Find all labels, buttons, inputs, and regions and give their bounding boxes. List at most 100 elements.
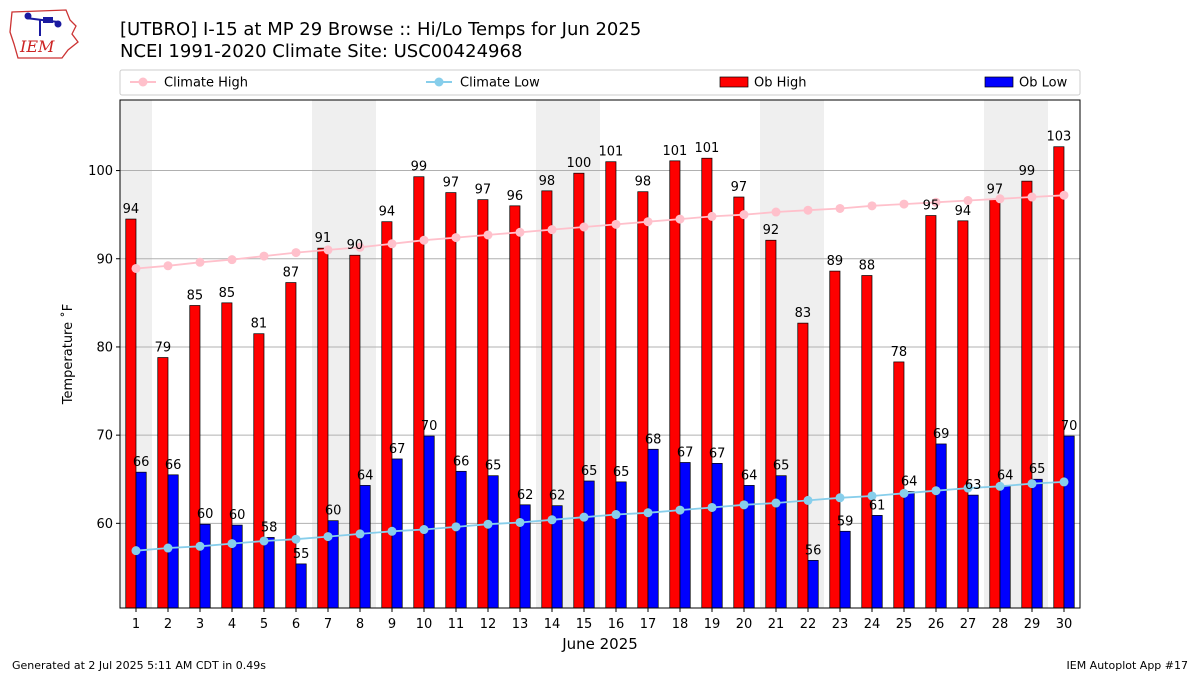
climate-high-point-day-11 — [451, 233, 461, 243]
low-label-day-16: 65 — [613, 465, 630, 480]
high-label-day-14: 98 — [539, 174, 556, 189]
climate-low-point-day-27 — [963, 483, 973, 493]
footer-app: IEM Autoplot App #17 — [1067, 659, 1189, 672]
climate-high-point-day-8 — [355, 242, 365, 252]
x-tick-label-15: 15 — [576, 617, 593, 632]
low-bar-day-17 — [647, 448, 659, 609]
climate-low-point-day-1 — [131, 546, 141, 556]
low-label-day-15: 65 — [581, 464, 598, 479]
climate-low-point-day-19 — [707, 502, 717, 512]
high-label-day-9: 94 — [379, 205, 396, 220]
x-tick-label-11: 11 — [448, 617, 465, 632]
x-tick-label-27: 27 — [960, 617, 977, 632]
low-label-day-5: 58 — [261, 520, 278, 535]
x-tick-label-28: 28 — [992, 617, 1009, 632]
climate-high-point-day-19 — [707, 211, 717, 221]
low-label-day-14: 62 — [549, 489, 566, 504]
x-tick-label-25: 25 — [896, 617, 913, 632]
x-tick-label-23: 23 — [832, 617, 849, 632]
high-label-day-29: 99 — [1019, 164, 1036, 179]
low-label-day-17: 68 — [645, 432, 662, 447]
climate-high-point-day-26 — [931, 197, 941, 207]
climate-high-point-day-5 — [259, 251, 269, 261]
climate-low-point-day-20 — [739, 500, 749, 510]
low-bar-day-27 — [967, 494, 979, 609]
x-tick-label-12: 12 — [480, 617, 497, 632]
chart-title: [UTBRO] I-15 at MP 29 Browse :: Hi/Lo Te… — [120, 19, 641, 40]
climate-high-point-day-2 — [163, 261, 173, 271]
climate-low-point-day-4 — [227, 539, 237, 549]
climate-high-point-day-23 — [835, 203, 845, 213]
y-axis-label: Temperature ˚F — [60, 304, 76, 405]
x-tick-label-29: 29 — [1024, 617, 1041, 632]
high-label-day-2: 79 — [155, 341, 172, 356]
low-bar-day-1 — [135, 471, 147, 609]
climate-low-point-day-16 — [611, 510, 621, 520]
low-bar-day-22 — [807, 560, 819, 609]
climate-low-point-day-5 — [259, 536, 269, 546]
legend: Climate High Climate Low Ob High Ob Low — [119, 69, 1081, 96]
high-bar-day-14 — [541, 190, 553, 609]
high-label-day-17: 98 — [635, 175, 652, 190]
high-label-day-30: 103 — [1046, 130, 1071, 145]
weather-station-icon — [24, 12, 62, 36]
legend-climate-low-label: Climate Low — [460, 76, 540, 91]
low-label-day-12: 65 — [485, 459, 502, 474]
climate-low-line — [135, 481, 1065, 552]
high-label-day-15: 100 — [566, 156, 591, 171]
climate-low-point-day-30 — [1059, 477, 1069, 487]
high-label-day-22: 83 — [795, 306, 812, 321]
climate-low-point-day-29 — [1027, 479, 1037, 489]
climate-high-point-day-16 — [611, 219, 621, 229]
low-bar-day-29 — [1031, 478, 1043, 609]
high-label-day-12: 97 — [475, 183, 492, 198]
high-bar-day-2 — [157, 357, 169, 609]
bar-labels: 94 66 79 66 85 60 85 60 81 58 87 55 91 60 90 64 94 67 99 70… — [123, 130, 1078, 562]
high-label-day-27: 94 — [955, 204, 972, 219]
high-bar-day-7 — [317, 247, 329, 609]
low-label-day-20: 64 — [741, 468, 758, 483]
low-bar-day-23 — [839, 530, 851, 609]
climate-low-point-day-26 — [931, 486, 941, 496]
low-bar-day-16 — [615, 481, 627, 609]
x-tick-label-1: 1 — [132, 617, 140, 632]
legend-climate-low-marker — [434, 77, 444, 87]
high-bar-day-20 — [733, 196, 745, 609]
low-label-day-11: 66 — [453, 454, 470, 469]
x-tick-label-18: 18 — [672, 617, 689, 632]
climate-low-point-day-25 — [899, 488, 909, 498]
climate-low-point-day-18 — [675, 505, 685, 515]
x-tick-label-17: 17 — [640, 617, 657, 632]
high-bar-day-17 — [637, 191, 649, 609]
x-tick-label-26: 26 — [928, 617, 945, 632]
low-bar-day-4 — [231, 524, 243, 609]
climate-low-point-day-10 — [419, 525, 429, 535]
low-bar-day-19 — [711, 463, 723, 609]
low-bar-day-11 — [455, 470, 467, 609]
low-bar-day-6 — [295, 563, 307, 609]
y-axis-ticks: 60 70 80 90 100 — [88, 164, 120, 532]
y-tick-label-60: 60 — [96, 517, 113, 532]
high-bar-day-29 — [1021, 180, 1033, 609]
low-label-day-7: 60 — [325, 504, 342, 519]
legend-climate-high-label: Climate High — [164, 76, 248, 91]
low-label-day-24: 61 — [869, 498, 886, 513]
x-tick-label-14: 14 — [544, 617, 561, 632]
x-tick-label-22: 22 — [800, 617, 817, 632]
high-bar-day-23 — [829, 270, 841, 609]
climate-low-point-day-23 — [835, 493, 845, 503]
climate-high-point-day-3 — [195, 257, 205, 267]
low-label-day-9: 67 — [389, 442, 406, 457]
low-label-day-2: 66 — [165, 458, 182, 473]
legend-climate-high-marker — [138, 77, 148, 87]
high-bar-day-3 — [189, 305, 201, 609]
x-tick-label-9: 9 — [388, 617, 396, 632]
low-bar-day-18 — [679, 462, 691, 609]
climate-high-point-day-10 — [419, 235, 429, 245]
climate-high-point-day-7 — [323, 245, 333, 255]
low-label-day-27: 63 — [965, 478, 982, 493]
climate-low-point-day-3 — [195, 541, 205, 551]
high-bar-day-16 — [605, 161, 617, 609]
high-bar-day-8 — [349, 254, 361, 609]
